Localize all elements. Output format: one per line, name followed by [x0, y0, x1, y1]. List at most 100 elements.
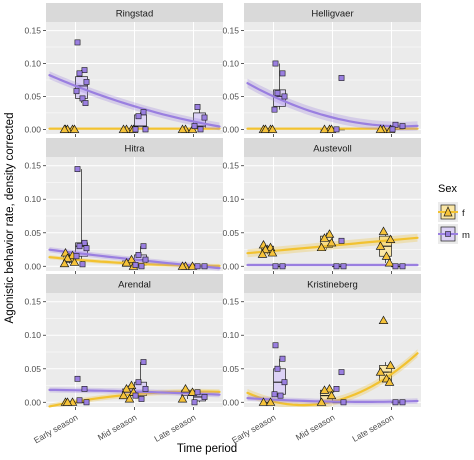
panel-title: Kristineberg — [307, 280, 358, 291]
panel-grid: Ringstad 0.00 0.05 0.10 0.15 Helligvaer 0.00 0.… — [24, 3, 421, 445]
y-tick-label: 0.00 — [222, 397, 239, 407]
point-m — [74, 375, 81, 382]
point-m — [142, 385, 149, 392]
point-f — [59, 258, 70, 268]
y-tick-label: 0.10 — [222, 194, 239, 204]
point-m — [279, 70, 286, 77]
point-m — [281, 379, 288, 386]
point-m — [135, 379, 142, 386]
smooth-line-m — [246, 82, 419, 128]
point-m — [76, 70, 83, 77]
point-f — [375, 241, 386, 250]
y-tick-label: 0.00 — [24, 397, 41, 407]
point-f — [126, 380, 137, 390]
legend-key-symbol-m — [445, 231, 451, 237]
panel-title: Austevoll — [313, 144, 352, 155]
panel-strip — [46, 3, 223, 22]
panel-strip — [244, 138, 421, 157]
point-m — [83, 399, 90, 406]
point-m — [201, 114, 208, 121]
point-m — [333, 385, 340, 392]
y-tick-label: 0.15 — [24, 26, 41, 36]
point-f — [385, 234, 396, 243]
panel-title: Helligvaer — [311, 9, 353, 20]
point-m — [333, 263, 340, 270]
point-f — [258, 397, 269, 406]
y-tick-label: 0.15 — [24, 161, 41, 171]
y-tick-label: 0.15 — [222, 297, 239, 307]
point-m — [79, 95, 86, 102]
point-m — [83, 245, 90, 252]
panel-title: Arendal — [118, 280, 151, 291]
point-m — [81, 239, 88, 246]
point-f — [378, 226, 389, 235]
y-tick-label: 0.00 — [222, 261, 239, 271]
point-m — [73, 253, 80, 260]
point-m — [73, 88, 80, 95]
point-m — [271, 391, 278, 398]
point-m — [338, 75, 345, 81]
legend-label-f: f — [462, 208, 465, 219]
point-m — [274, 90, 281, 97]
point-f — [121, 258, 132, 267]
point-m — [76, 397, 83, 404]
y-tick-label: 0.00 — [222, 124, 239, 134]
panel-arendal: Arendal 0.00 0.05 0.10 0.15 Early season Mid s… — [24, 274, 223, 445]
panel-strip — [46, 274, 223, 293]
point-f — [319, 385, 330, 394]
y-tick-label: 0.15 — [24, 297, 41, 307]
y-tick-label: 0.10 — [222, 59, 239, 69]
point-m — [201, 394, 208, 400]
y-tick-label: 0.10 — [24, 194, 41, 204]
point-m — [389, 126, 396, 133]
point-m — [82, 100, 89, 106]
point-f — [381, 251, 392, 260]
y-tick-label: 0.10 — [222, 330, 239, 340]
point-m — [194, 263, 201, 270]
point-m — [194, 104, 201, 110]
point-f — [265, 397, 276, 406]
point-m — [333, 126, 340, 133]
point-f — [375, 124, 386, 133]
point-m — [76, 243, 83, 250]
point-m — [392, 121, 399, 128]
point-f — [378, 315, 389, 324]
point-m — [191, 123, 198, 129]
point-f — [124, 394, 135, 403]
x-tick-label: Late season — [152, 412, 197, 444]
y-tick-label: 0.10 — [24, 330, 41, 340]
panel-title: Hitra — [124, 144, 145, 155]
point-f — [62, 397, 73, 406]
point-m — [135, 113, 142, 120]
point-f — [319, 124, 330, 133]
point-m — [135, 252, 142, 258]
y-tick-label: 0.05 — [222, 364, 239, 374]
point-m — [272, 342, 279, 349]
point-m — [399, 123, 406, 129]
panel-title: Ringstad — [116, 9, 154, 20]
point-m — [140, 243, 147, 250]
point-m — [197, 126, 204, 133]
point-m — [279, 355, 286, 362]
panel-kristineberg: Kristineberg 0.00 0.05 0.10 0.15 Early season… — [222, 274, 421, 445]
point-m — [74, 166, 81, 172]
point-f — [384, 258, 395, 267]
point-m — [399, 263, 406, 270]
point-f — [326, 390, 337, 400]
point-m — [74, 39, 81, 46]
point-f — [324, 229, 335, 238]
point-f — [324, 383, 335, 393]
point-f — [69, 124, 80, 133]
point-m — [81, 385, 88, 392]
point-f — [126, 254, 137, 264]
x-tick-label: Early season — [32, 412, 80, 445]
point-m — [277, 392, 284, 399]
point-f — [62, 253, 73, 262]
panel-strip — [244, 3, 421, 22]
x-tick-label: Late season — [350, 412, 395, 444]
point-m — [194, 389, 201, 396]
smooth-line-m — [48, 74, 221, 128]
point-f — [260, 124, 271, 133]
point-f — [316, 242, 327, 252]
